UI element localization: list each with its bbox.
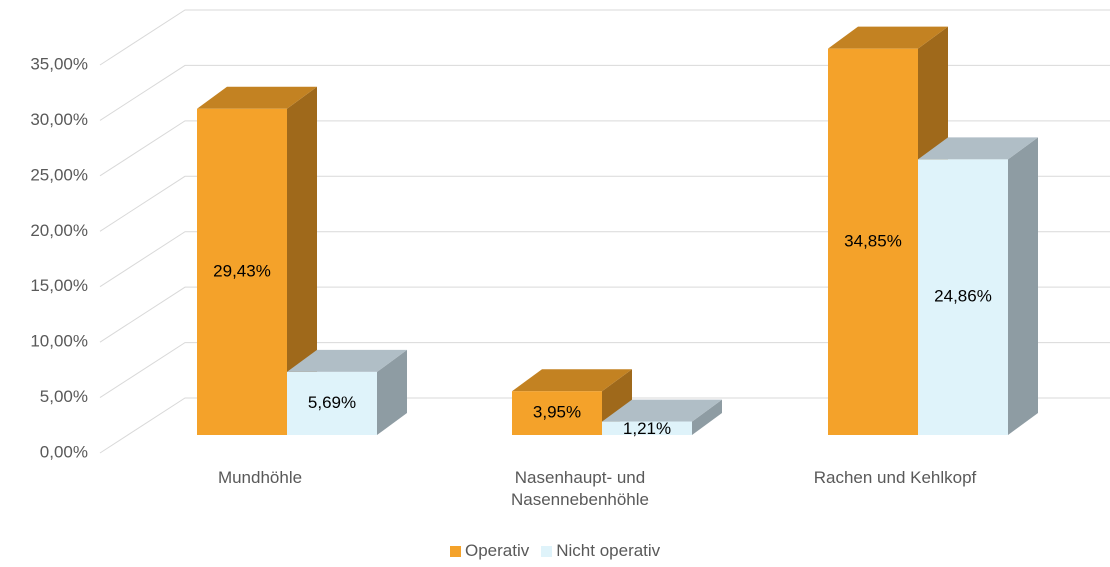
y-tick-label: 10,00% (30, 332, 88, 351)
bar-front (918, 159, 1008, 435)
y-tick-label: 0,00% (40, 442, 88, 461)
y-tick-label: 25,00% (30, 165, 88, 184)
grid-line (99, 342, 1110, 398)
bar-side (692, 399, 722, 435)
legend: Operativ Nicht operativ (450, 541, 660, 561)
bar-front (197, 108, 287, 435)
bar-side (1008, 137, 1038, 435)
bar-top (512, 369, 632, 392)
bar-front (828, 48, 918, 436)
value-label: 24,86% (934, 287, 992, 306)
legend-label: Operativ (465, 541, 530, 560)
grid-line (99, 120, 1110, 177)
x-tick-label: Mundhöhle (217, 468, 303, 487)
bar-side (377, 349, 407, 435)
y-tick-label: 5,00% (40, 387, 88, 406)
bar (197, 86, 317, 435)
legend-swatch (541, 545, 553, 557)
grid-line (99, 397, 1110, 454)
bar-front (602, 421, 692, 435)
y-tick-label: 30,00% (30, 110, 88, 129)
bar (287, 349, 407, 435)
bar-top (918, 137, 1038, 160)
bar-top (602, 399, 722, 422)
value-label: 1,21% (623, 419, 671, 438)
y-tick-label: 15,00% (30, 276, 88, 295)
bar-front (512, 391, 602, 435)
bar-top (197, 86, 317, 109)
x-tick-label: Rachen und Kehlkopf (813, 468, 977, 487)
bar (512, 369, 632, 435)
value-label: 34,85% (844, 231, 902, 250)
value-label: 29,43% (213, 261, 271, 280)
bar-side (287, 86, 317, 435)
y-tick-label: 20,00% (30, 221, 88, 240)
grid-line (99, 9, 1110, 66)
grid-line (99, 286, 1110, 343)
value-label: 5,69% (308, 393, 356, 412)
bar (918, 137, 1038, 435)
legend-label: Nicht operativ (556, 541, 661, 560)
grid-line (99, 175, 1110, 232)
y-tick-label: 35,00% (30, 54, 88, 73)
bar (602, 399, 722, 435)
grid-line (99, 231, 1110, 288)
grid-line (99, 64, 1110, 121)
value-label: 3,95% (533, 403, 581, 422)
bar-top (287, 349, 407, 372)
bar-front (287, 371, 377, 435)
legend-swatch (450, 545, 461, 557)
x-tick-label: Nasenhaupt- und Nasennebenhöhle (510, 468, 649, 509)
bar-top (828, 26, 948, 49)
